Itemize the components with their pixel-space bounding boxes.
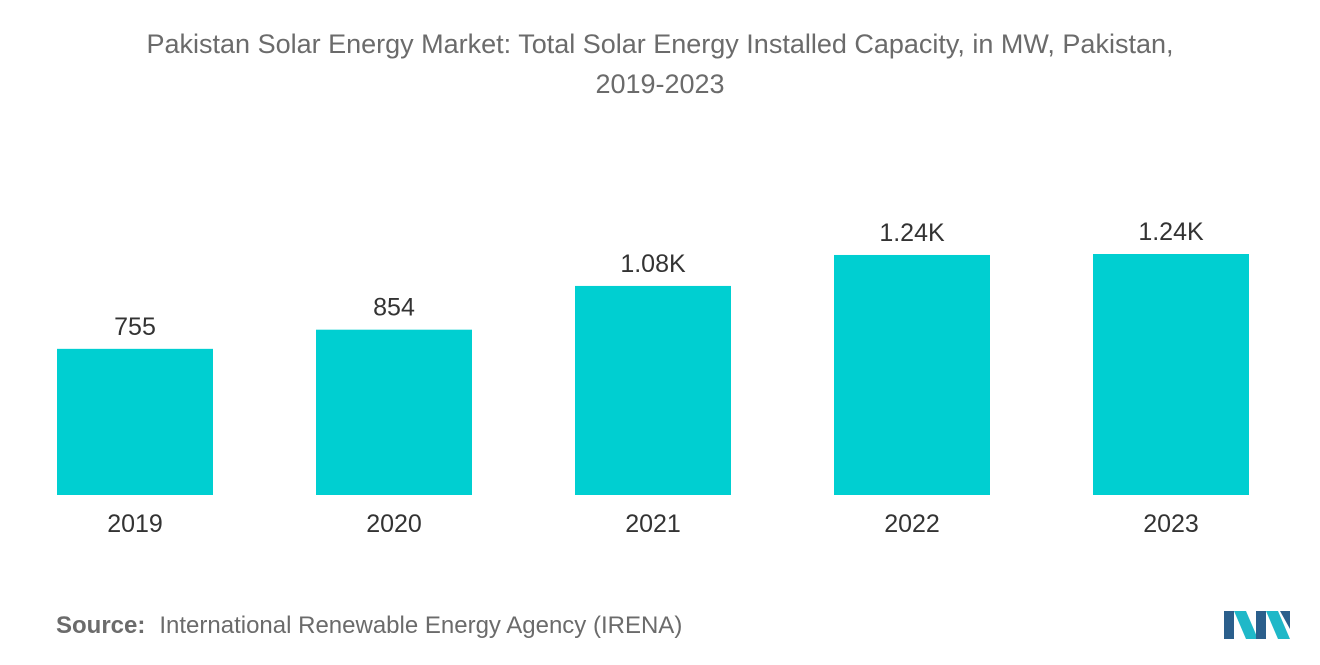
bar-2020	[316, 329, 472, 495]
source-note: Source: International Renewable Energy Ag…	[56, 612, 682, 640]
x-tick-label-2020: 2020	[366, 510, 422, 538]
data-label-2021: 1.08K	[620, 250, 686, 278]
x-tick-label-2019: 2019	[107, 510, 163, 538]
chart-title: Pakistan Solar Energy Market: Total Sola…	[0, 24, 1320, 104]
bar-2021	[575, 285, 731, 495]
bar-2019	[57, 348, 213, 495]
mordor-intelligence-logo-icon	[1224, 611, 1290, 639]
x-tick-label-2022: 2022	[884, 510, 940, 538]
data-label-2022: 1.24K	[879, 219, 945, 247]
bar-2022	[834, 254, 990, 495]
chart-title-line-2: 2019-2023	[595, 69, 725, 99]
source-text: International Renewable Energy Agency (I…	[159, 612, 683, 639]
bar-2023	[1093, 254, 1249, 495]
data-label-2019: 755	[114, 313, 156, 341]
chart-title-line-1: Pakistan Solar Energy Market: Total Sola…	[146, 29, 1174, 59]
data-label-2020: 854	[373, 294, 415, 322]
x-tick-label-2023: 2023	[1143, 510, 1199, 538]
source-label: Source:	[56, 612, 146, 639]
data-label-2023: 1.24K	[1138, 218, 1204, 246]
x-tick-label-2021: 2021	[625, 510, 681, 538]
